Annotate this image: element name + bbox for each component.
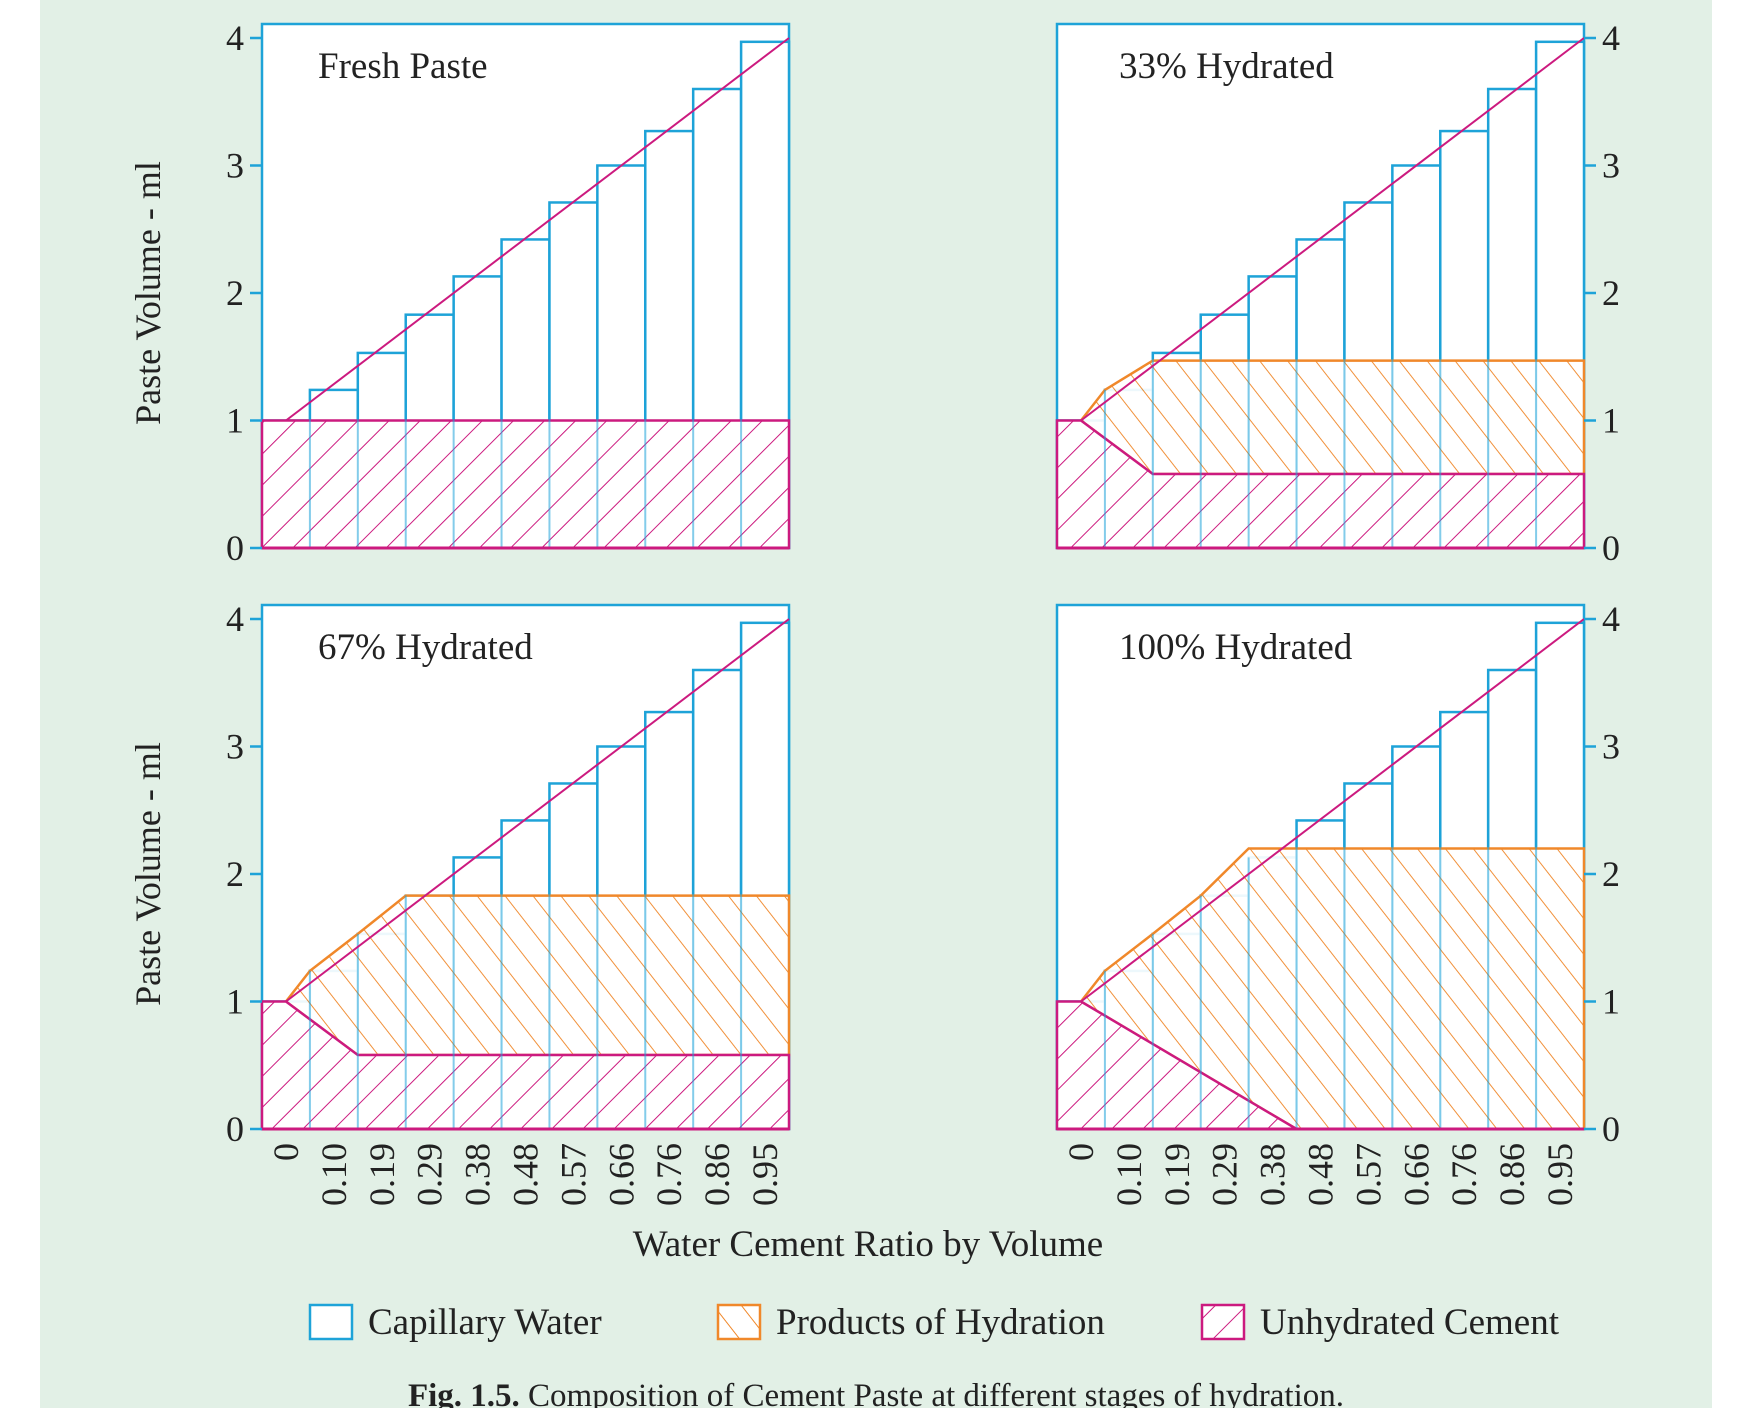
figure-caption: Fig. 1.5. Composition of Cement Paste at… (408, 1378, 1344, 1408)
products-of-hydration-area (1079, 359, 1586, 476)
y-tick-label: 3 (1602, 727, 1620, 767)
x-axis-label: Water Cement Ratio by Volume (633, 1224, 1103, 1265)
x-tick-label: 0.38 (458, 1143, 498, 1206)
total-volume-line (1080, 618, 1585, 1003)
y-tick-label: 2 (226, 854, 244, 894)
y-tick-label: 3 (226, 146, 244, 186)
x-tick-label: 0.86 (1492, 1143, 1532, 1206)
x-tick-label: 0.86 (697, 1143, 737, 1206)
y-tick-label: 2 (1602, 273, 1620, 313)
y-tick-label: 0 (1602, 1109, 1620, 1149)
legend-label: Capillary Water (368, 1302, 602, 1343)
legend-swatch (1200, 1303, 1246, 1341)
x-tick-label: 0.76 (1444, 1143, 1484, 1206)
x-tick-label: 0.57 (1348, 1143, 1388, 1206)
unhydrated-cement-area (260, 419, 791, 550)
caption-bold: Fig. 1.5. (408, 1378, 520, 1408)
x-tick-label: 0.19 (1157, 1143, 1197, 1206)
y-axis-label: Paste Volume - ml (128, 742, 168, 1006)
legend-swatch (308, 1303, 354, 1341)
x-tick-label: 0.19 (362, 1143, 402, 1206)
x-tick-label: 0 (266, 1143, 306, 1161)
x-tick-label: 0.48 (1301, 1143, 1341, 1206)
panel-title: 67% Hydrated (318, 627, 533, 668)
x-tick-label: 0.95 (1540, 1143, 1580, 1206)
x-tick-label: 0.66 (601, 1143, 641, 1206)
x-tick-label: 0 (1061, 1143, 1101, 1161)
y-tick-label: 0 (226, 1109, 244, 1149)
total-volume-line (285, 618, 790, 1003)
x-tick-label: 0.76 (649, 1143, 689, 1206)
legend-label: Unhydrated Cement (1260, 1302, 1560, 1343)
legend: Capillary Water Products of Hydration Unhy… (308, 1302, 1560, 1343)
y-tick-label: 4 (1602, 18, 1620, 58)
y-tick-label: 0 (1602, 528, 1620, 568)
y-tick-label: 4 (1602, 599, 1620, 639)
y-tick-label: 4 (226, 599, 244, 639)
x-tick-label: 0.48 (506, 1143, 546, 1206)
legend-swatch (716, 1303, 762, 1341)
y-tick-label: 1 (1602, 401, 1620, 441)
caption-text: Composition of Cement Paste at different… (520, 1378, 1344, 1408)
y-tick-label: 3 (1602, 146, 1620, 186)
y-tick-label: 1 (226, 982, 244, 1022)
panel-title: 33% Hydrated (1119, 46, 1334, 87)
y-tick-label: 1 (226, 401, 244, 441)
x-tick-label: 0.29 (1205, 1143, 1245, 1206)
total-volume-line (285, 37, 790, 422)
y-tick-label: 3 (226, 727, 244, 767)
y-tick-label: 2 (1602, 854, 1620, 894)
legend-label: Products of Hydration (776, 1302, 1105, 1343)
chart-panel: 0 1 2 3 4 Paste Volume - ml Fresh Paste (128, 18, 791, 568)
x-tick-label: 0.57 (553, 1143, 593, 1206)
x-tick-label: 0.66 (1396, 1143, 1436, 1206)
panel-title: 100% Hydrated (1119, 627, 1353, 668)
x-tick-label: 0.10 (1109, 1143, 1149, 1206)
y-tick-label: 2 (226, 273, 244, 313)
x-tick-label: 0.10 (314, 1143, 354, 1206)
y-tick-label: 4 (226, 18, 244, 58)
x-tick-label: 0.29 (410, 1143, 450, 1206)
x-tick-label: 0.38 (1253, 1143, 1293, 1206)
panel-title: Fresh Paste (318, 46, 488, 87)
y-axis-label: Paste Volume - ml (128, 161, 168, 425)
x-tick-label: 0.95 (745, 1143, 785, 1206)
total-volume-line (1080, 37, 1585, 422)
chart-panel: 0 1 2 3 4 33% Hydrated (1055, 18, 1620, 568)
y-tick-label: 1 (1602, 982, 1620, 1022)
y-tick-label: 0 (226, 528, 244, 568)
